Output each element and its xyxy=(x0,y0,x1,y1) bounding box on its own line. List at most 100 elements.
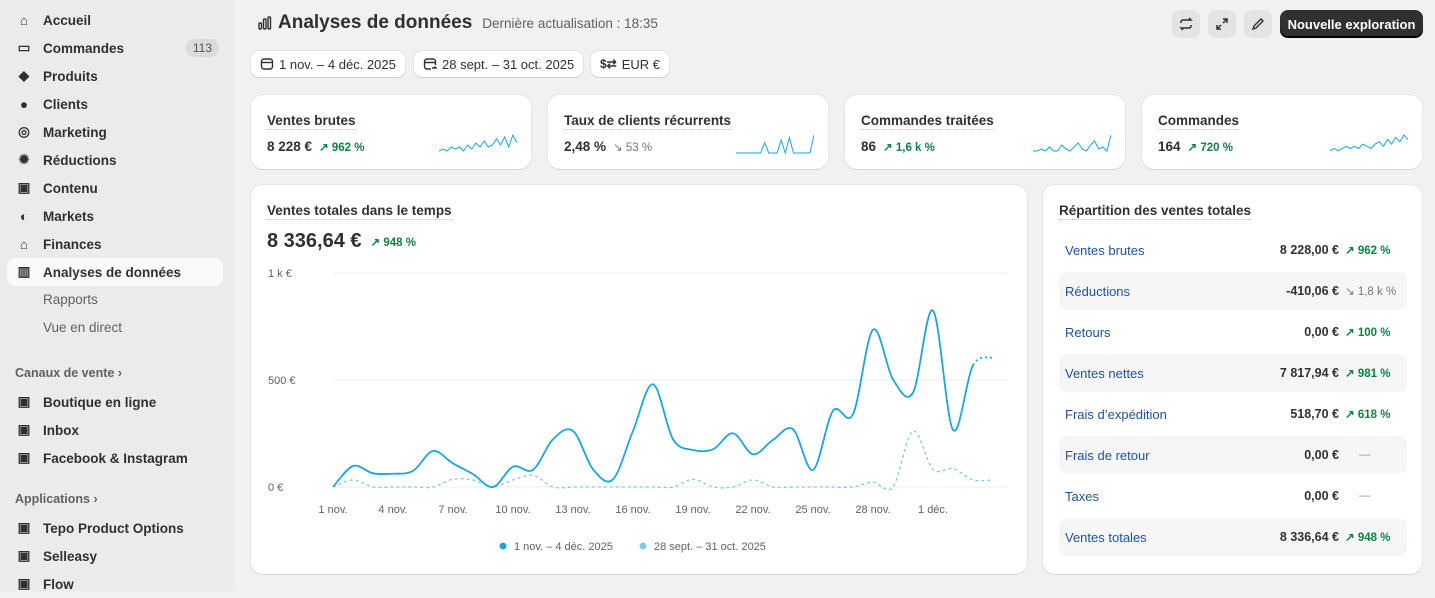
breakdown-value: 0,00 € xyxy=(1304,325,1339,339)
chart-change-value: 948 % xyxy=(383,236,416,249)
breakdown-change: ↗ 618 % xyxy=(1345,407,1407,421)
expand-icon xyxy=(1216,18,1228,30)
sidebar-item-label: Clients xyxy=(43,96,89,112)
chart-icon: ▥ xyxy=(17,264,31,279)
sidebar-app-0[interactable]: ▣ Boutique en ligne xyxy=(7,388,223,416)
breakdown-label-link[interactable]: Ventes brutes xyxy=(1065,242,1145,258)
refresh-button[interactable] xyxy=(1172,10,1200,38)
legend-label: 28 sept. – 31 oct. 2025 xyxy=(654,541,766,553)
chart-title[interactable]: Ventes totales dans le temps xyxy=(267,203,452,220)
calendar-compare-icon xyxy=(423,58,437,70)
arrow-up-icon: ↗ xyxy=(1345,409,1358,421)
sales-line-chart: 0 € 500 € 1 k € 1 nov. 4 nov. 7 nov. 10 nov. 13… xyxy=(268,268,1007,553)
x-tick-label: 25 nov. xyxy=(795,504,830,516)
sidebar-app-1[interactable]: ▣ Selleasy xyxy=(7,542,223,570)
sidebar-item-4[interactable]: ◎ Marketing xyxy=(7,118,223,146)
x-tick-label: 16 nov. xyxy=(615,504,650,516)
sidebar-item-3[interactable]: ● Clients xyxy=(7,90,223,118)
x-tick-label: 1 nov. xyxy=(318,504,347,516)
kpi-card[interactable]: Commandes 164 ↗ 720 % xyxy=(1142,95,1422,169)
sidebar-item-5[interactable]: ✹ Réductions xyxy=(7,146,223,174)
person-icon: ● xyxy=(19,96,29,112)
sidebar-item-7[interactable]: ◐ Markets xyxy=(7,202,223,230)
chevron-right-icon: › xyxy=(114,366,122,380)
section-sales_channels[interactable]: Canaux de vente › xyxy=(15,366,122,380)
kpi-sparkline xyxy=(1033,134,1111,152)
sidebar-item-2[interactable]: ◆ Produits xyxy=(7,62,223,90)
sidebar-item-label: Analyses de données xyxy=(43,264,182,280)
currency-button[interactable]: $⇄ EUR € xyxy=(591,51,670,77)
kpi-change-value: 53 % xyxy=(625,141,653,154)
sidebar-item-label: Finances xyxy=(43,236,102,252)
tepo-icon: ▣ xyxy=(17,520,31,535)
sidebar-item-label: Selleasy xyxy=(43,548,98,564)
y-tick-label: 0 € xyxy=(268,482,283,494)
kpi-card[interactable]: Taux de clients récurrents 2,48 % ↘ 53 % xyxy=(548,95,828,169)
arrow-down-icon: ↘ xyxy=(1345,286,1358,298)
flow-icon: ▣ xyxy=(17,576,31,591)
breakdown-value: 8 228,00 € xyxy=(1279,243,1339,257)
target-icon: ◎ xyxy=(18,124,30,139)
breakdown-change: ↗ 100 % xyxy=(1345,325,1407,339)
sidebar-item-8[interactable]: ⌂ Finances xyxy=(7,230,223,258)
y-tick-label: 1 k € xyxy=(268,268,292,280)
sales-breakdown-card: Répartition des ventes totales Ventes br… xyxy=(1043,185,1422,574)
fullscreen-button[interactable] xyxy=(1208,10,1236,38)
kpi-value: 8 228 € xyxy=(267,139,313,154)
sidebar-item-9[interactable]: ▥ Analyses de données xyxy=(7,258,223,286)
arrow-up-icon: ↗ xyxy=(1345,327,1358,339)
breakdown-row: Taxes 0,00 € — xyxy=(1059,477,1407,515)
orders-count-badge: 113 xyxy=(185,39,219,57)
arrow-up-icon: ↗ xyxy=(1345,368,1358,380)
new-exploration-button[interactable]: Nouvelle exploration xyxy=(1280,10,1423,38)
kpi-sparkline xyxy=(1330,134,1408,152)
sidebar-item-0[interactable]: ⌂ Accueil xyxy=(7,6,223,34)
kpi-card[interactable]: Ventes brutes 8 228 € ↗ 962 % xyxy=(251,95,531,169)
sidebar-app-0[interactable]: ▣ Tepo Product Options xyxy=(7,514,223,542)
sidebar-item-1[interactable]: ▭ Commandes 113 xyxy=(7,34,223,62)
sidebar-app-1[interactable]: ▣ Inbox xyxy=(7,416,223,444)
breakdown-value: 0,00 € xyxy=(1304,489,1339,503)
sidebar-item-label: Contenu xyxy=(43,180,98,196)
breakdown-label-link[interactable]: Frais d’expédition xyxy=(1065,406,1167,422)
breakdown-label-link[interactable]: Taxes xyxy=(1065,488,1099,504)
chart-total: 8 336,64 € xyxy=(267,230,362,252)
legend-marker xyxy=(639,542,647,550)
breakdown-label-link[interactable]: Retours xyxy=(1065,324,1111,340)
sparkline-line xyxy=(439,133,517,152)
sidebar-item-6[interactable]: ▣ Contenu xyxy=(7,174,223,202)
breakdown-change: ↘ 1,8 k % xyxy=(1345,284,1407,298)
home-icon: ⌂ xyxy=(19,12,29,28)
sidebar-item-label: Produits xyxy=(43,68,98,84)
sparkline-line xyxy=(736,134,814,155)
x-tick-label: 22 nov. xyxy=(735,504,770,516)
sidebar-subitem[interactable]: Vue en direct xyxy=(43,320,123,335)
content-icon: ▣ xyxy=(17,180,31,195)
breakdown-change: — xyxy=(1345,449,1407,461)
breakdown-change-value: — xyxy=(1359,490,1371,502)
inbox-app-icon: ▣ xyxy=(17,422,31,437)
breakdown-label-link[interactable]: Réductions xyxy=(1065,283,1131,299)
kpi-change-value: 720 % xyxy=(1200,141,1233,154)
x-tick-label: 7 nov. xyxy=(438,504,467,516)
kpi-sparkline xyxy=(439,133,517,152)
x-tick-label: 19 nov. xyxy=(675,504,710,516)
breakdown-label-link[interactable]: Ventes totales xyxy=(1065,529,1147,545)
breakdown-change: ↗ 962 % xyxy=(1345,243,1407,257)
section-apps[interactable]: Applications › xyxy=(15,492,98,506)
compare-range-button[interactable]: 28 sept. – 31 oct. 2025 xyxy=(414,51,584,77)
sidebar-subitem[interactable]: Rapports xyxy=(43,292,98,307)
section-title: Applications xyxy=(15,492,91,506)
breakdown-label-link[interactable]: Ventes nettes xyxy=(1065,365,1144,381)
kpi-card[interactable]: Commandes traitées 86 ↗ 1,6 k % xyxy=(845,95,1125,169)
breakdown-change: ↗ 948 % xyxy=(1345,530,1407,544)
breakdown-label-link[interactable]: Frais de retour xyxy=(1065,447,1150,463)
sidebar-app-2[interactable]: ▣ Facebook & Instagram xyxy=(7,444,223,472)
section-title: Canaux de vente xyxy=(15,366,115,380)
edit-button[interactable] xyxy=(1244,10,1272,38)
breakdown-value: 518,70 € xyxy=(1290,407,1339,421)
date-range-button[interactable]: 1 nov. – 4 déc. 2025 xyxy=(251,51,405,77)
sidebar-app-2[interactable]: ▣ Flow xyxy=(7,570,223,598)
breakdown-row: Ventes nettes 7 817,94 € ↗ 981 % xyxy=(1059,354,1407,392)
breakdown-title[interactable]: Répartition des ventes totales xyxy=(1059,203,1252,220)
